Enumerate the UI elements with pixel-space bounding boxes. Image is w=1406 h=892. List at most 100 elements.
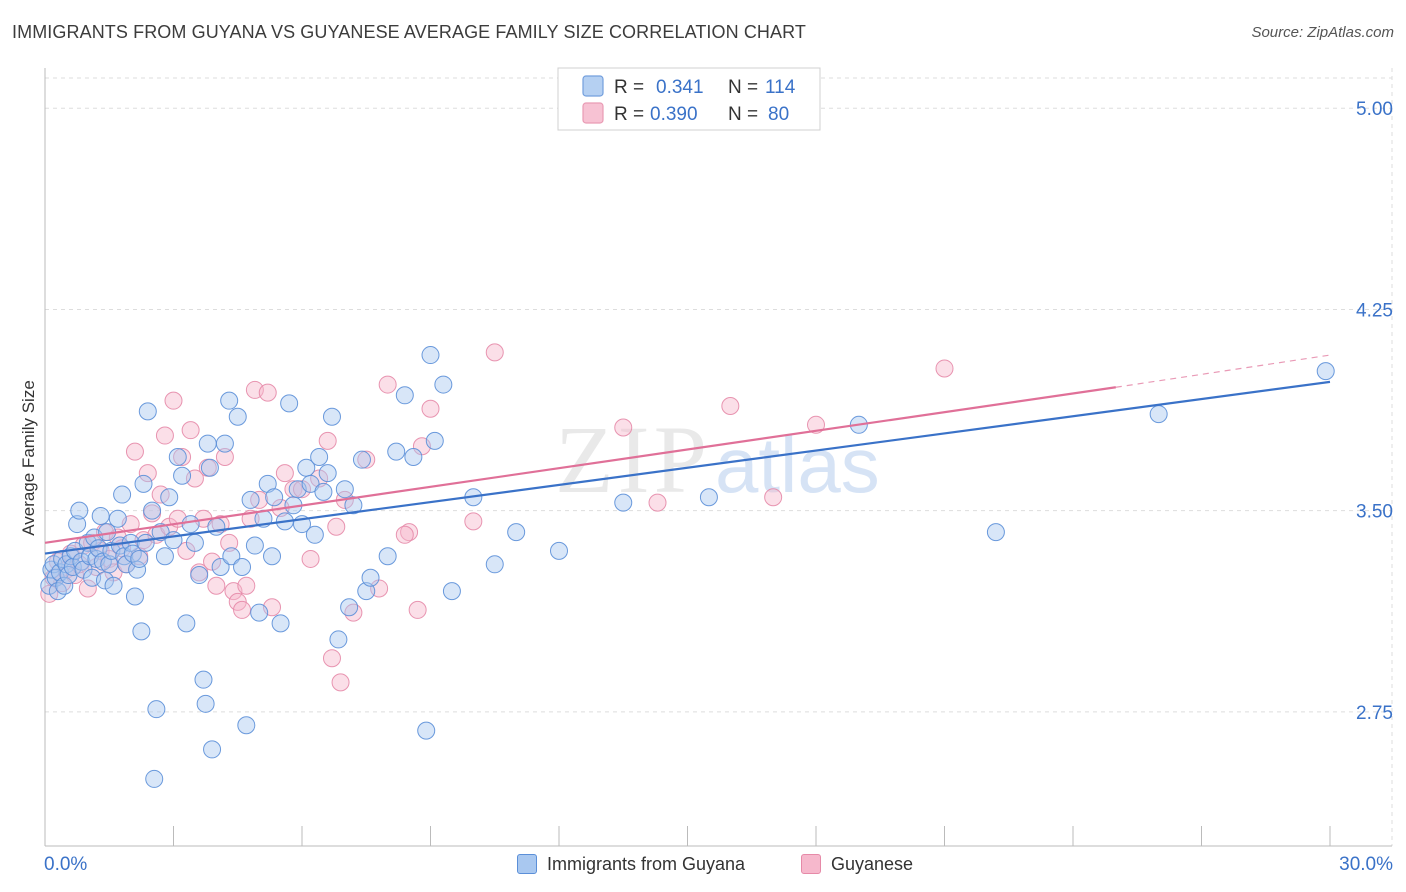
point-guyanese bbox=[125, 442, 144, 461]
point-guyanese bbox=[935, 359, 954, 378]
point-immigrants-guyana bbox=[194, 670, 213, 689]
point-immigrants-guyana bbox=[335, 480, 354, 499]
legend-n-value: 114 bbox=[765, 77, 796, 98]
point-immigrants-guyana bbox=[1316, 362, 1335, 381]
point-immigrants-guyana bbox=[143, 501, 162, 520]
point-immigrants-guyana bbox=[63, 557, 82, 576]
point-immigrants-guyana bbox=[265, 488, 284, 507]
y-tick-label: 5.00 bbox=[1356, 99, 1393, 120]
point-guyanese bbox=[207, 576, 226, 595]
legend-swatch-pink bbox=[801, 854, 821, 874]
point-guyanese bbox=[173, 448, 192, 466]
point-immigrants-guyana bbox=[271, 614, 290, 633]
point-immigrants-guyana bbox=[207, 517, 226, 536]
point-immigrants-guyana bbox=[177, 614, 196, 633]
legend-r-value: 0.390 bbox=[650, 104, 698, 125]
point-immigrants-guyana bbox=[322, 407, 341, 426]
point-immigrants-guyana bbox=[181, 515, 200, 534]
point-guyanese bbox=[408, 600, 427, 619]
point-immigrants-guyana bbox=[55, 576, 74, 595]
point-immigrants-guyana bbox=[318, 464, 337, 483]
legend-swatch-blue bbox=[582, 75, 604, 97]
point-immigrants-guyana bbox=[250, 603, 269, 622]
point-immigrants-guyana bbox=[305, 525, 324, 544]
point-immigrants-guyana bbox=[417, 721, 436, 740]
point-immigrants-guyana bbox=[200, 458, 219, 477]
point-guyanese bbox=[331, 673, 350, 692]
legend-n-value: 80 bbox=[768, 104, 789, 125]
legend-swatch-blue bbox=[517, 854, 537, 874]
legend-n-label: N = bbox=[728, 104, 758, 125]
point-immigrants-guyana bbox=[301, 474, 320, 493]
point-immigrants-guyana bbox=[132, 622, 151, 641]
trendlines bbox=[44, 354, 1331, 555]
point-guyanese bbox=[395, 525, 414, 544]
point-guyanese bbox=[293, 480, 311, 499]
source-label: Source: ZipAtlas.com bbox=[1251, 24, 1394, 41]
point-guyanese bbox=[322, 649, 341, 668]
y-tick-label: 2.75 bbox=[1356, 703, 1393, 724]
point-guyanese bbox=[807, 415, 825, 434]
point-immigrants-guyana bbox=[185, 533, 204, 552]
point-immigrants-guyana bbox=[173, 466, 192, 485]
point-immigrants-guyana bbox=[138, 402, 157, 421]
point-immigrants-guyana bbox=[136, 533, 155, 552]
point-immigrants-guyana bbox=[378, 547, 397, 566]
point-guyanese bbox=[228, 592, 247, 611]
point-immigrants-guyana bbox=[130, 549, 149, 568]
point-immigrants-guyana bbox=[128, 560, 147, 579]
point-immigrants-guyana bbox=[280, 394, 299, 413]
point-guyanese bbox=[78, 579, 97, 598]
point-immigrants-guyana bbox=[395, 386, 414, 405]
point-immigrants-guyana bbox=[614, 493, 633, 512]
point-immigrants-guyana bbox=[211, 557, 230, 576]
legend-label-immigrants: Immigrants from Guyana bbox=[547, 853, 746, 874]
point-immigrants-guyana bbox=[1149, 405, 1168, 424]
point-immigrants-guyana bbox=[155, 547, 174, 566]
point-immigrants-guyana bbox=[340, 598, 359, 617]
point-immigrants-guyana bbox=[237, 716, 256, 735]
point-guyanese bbox=[301, 549, 320, 568]
point-guyanese bbox=[310, 469, 329, 488]
point-guyanese bbox=[258, 383, 277, 402]
point-guyanese bbox=[233, 600, 252, 619]
point-immigrants-guyana bbox=[220, 391, 239, 410]
point-guyanese bbox=[721, 397, 740, 416]
legend-label-guyanese: Guyanese bbox=[831, 853, 914, 874]
point-immigrants-guyana bbox=[434, 375, 453, 394]
point-immigrants-guyana bbox=[104, 576, 123, 595]
point-immigrants-guyana bbox=[203, 740, 222, 759]
point-immigrants-guyana bbox=[442, 582, 461, 601]
y-axis-label: Average Family Size bbox=[19, 380, 38, 536]
point-guyanese bbox=[764, 488, 783, 507]
point-immigrants-guyana bbox=[215, 434, 234, 453]
point-immigrants-guyana bbox=[550, 541, 568, 560]
point-guyanese bbox=[327, 517, 346, 536]
point-guyanese bbox=[203, 552, 222, 571]
point-guyanese bbox=[275, 464, 294, 483]
point-immigrants-guyana bbox=[485, 555, 504, 574]
legend-n-label: N = bbox=[728, 77, 758, 98]
point-immigrants-guyana bbox=[68, 515, 87, 534]
point-immigrants-guyana bbox=[314, 482, 333, 501]
point-immigrants-guyana bbox=[70, 501, 89, 520]
point-guyanese bbox=[648, 493, 667, 512]
point-immigrants-guyana bbox=[147, 700, 166, 719]
point-guyanese bbox=[614, 418, 633, 437]
point-immigrants-guyana bbox=[387, 442, 406, 461]
y-tick-label: 3.50 bbox=[1356, 502, 1393, 523]
point-immigrants-guyana bbox=[228, 407, 247, 426]
point-guyanese bbox=[378, 375, 397, 394]
legend-item-guyanese[interactable]: Guyanese bbox=[801, 852, 913, 876]
point-guyanese bbox=[357, 450, 376, 469]
point-guyanese bbox=[485, 343, 504, 362]
point-guyanese bbox=[181, 421, 200, 440]
point-immigrants-guyana bbox=[198, 434, 217, 453]
stats-legend: R = 0.341 N = 114 R = 0.390 N = 80 bbox=[557, 67, 821, 131]
point-guyanese bbox=[237, 576, 256, 595]
point-immigrants-guyana bbox=[134, 474, 153, 493]
legend-item-immigrants[interactable]: Immigrants from Guyana bbox=[517, 852, 745, 876]
point-immigrants-guyana bbox=[357, 582, 376, 601]
point-guyanese bbox=[138, 464, 157, 483]
